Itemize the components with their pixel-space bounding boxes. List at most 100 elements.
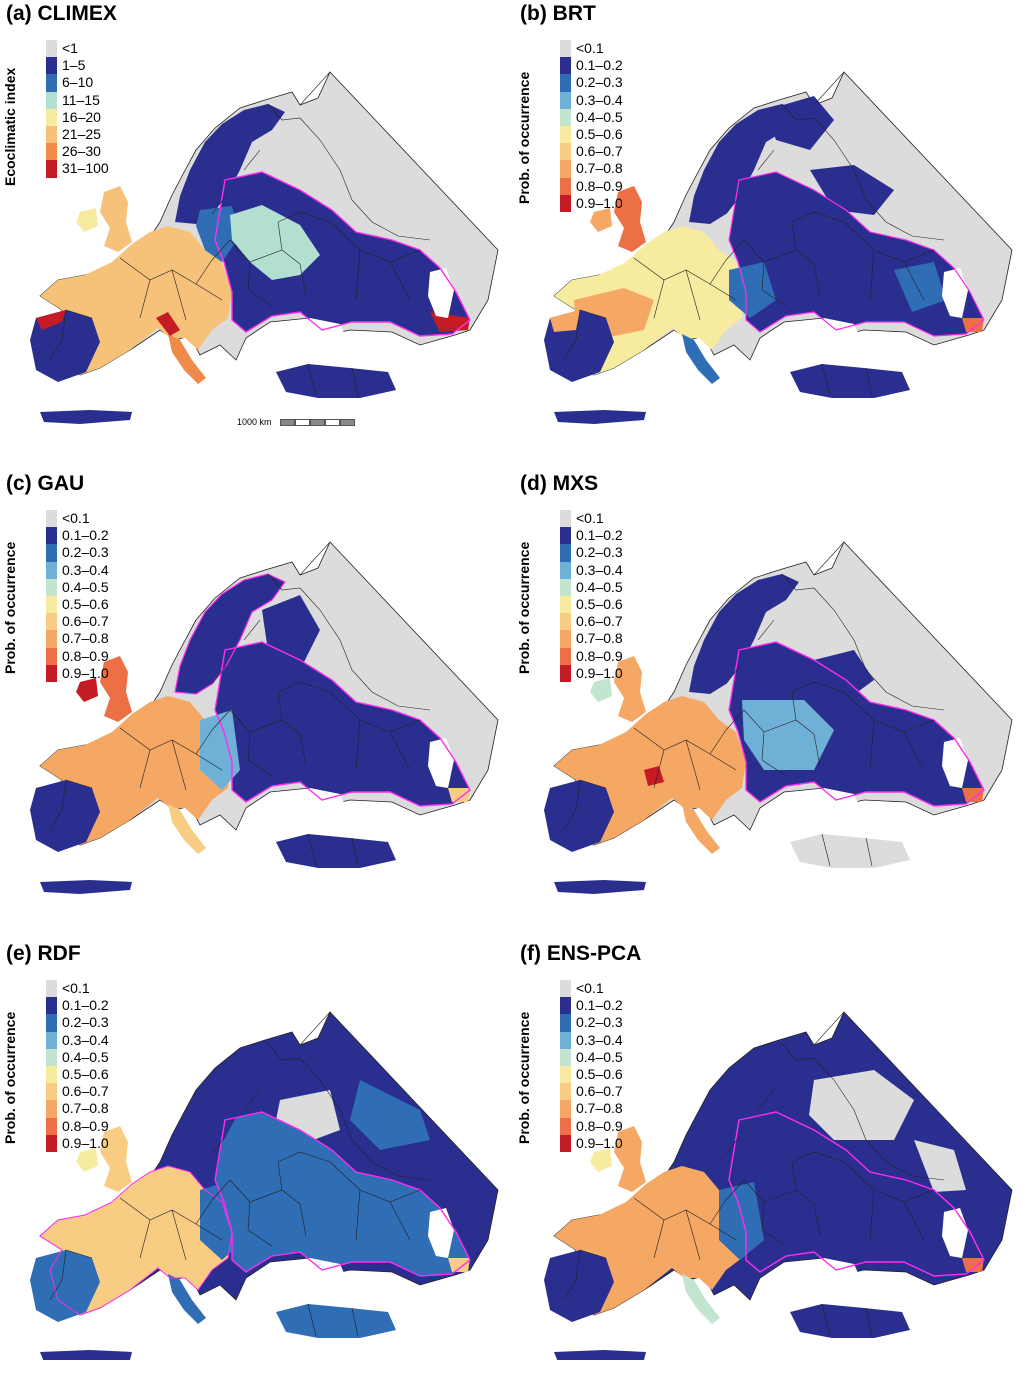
legend-item: 0.1–0.2 [46, 527, 109, 545]
legend-label: 21–25 [62, 126, 101, 143]
legend-label: 0.8–0.9 [62, 647, 109, 664]
legend-item: 0.6–0.7 [46, 1083, 109, 1101]
legend-swatch [46, 997, 57, 1015]
legend-swatch [46, 125, 57, 144]
legend-climex: Ecoclimatic index <1 1–5 6–10 11–15 16–2… [2, 40, 109, 186]
legend-item: <0.1 [560, 40, 623, 58]
legend-title: Ecoclimatic index [2, 67, 18, 186]
legend-label: 0.6–0.7 [576, 1083, 623, 1100]
legend-title: Prob. of occurrence [2, 1011, 18, 1144]
legend-label: 6–10 [62, 74, 94, 91]
legend-swatch [46, 561, 57, 579]
panel-title: (d) MXS [520, 472, 599, 495]
legend-item: 0.1–0.2 [560, 57, 623, 75]
legend-label: 0.1–0.2 [576, 527, 623, 544]
legend-item: 0.1–0.2 [560, 997, 623, 1015]
legend-swatch [46, 91, 57, 109]
legend-swatch [560, 177, 571, 195]
legend-item: <0.1 [46, 510, 109, 528]
legend-label: 0.9–1.0 [62, 1134, 109, 1151]
legend-label: 0.6–0.7 [576, 613, 623, 630]
legend-item: 0.6–0.7 [560, 143, 623, 161]
legend-label: 0.6–0.7 [62, 1083, 109, 1100]
legend-item: 0.6–0.7 [560, 613, 623, 631]
legend-item: 0.9–1.0 [560, 1134, 623, 1152]
legend-item: 0.4–0.5 [46, 1048, 109, 1066]
legend-title: Prob. of occurrence [516, 71, 532, 204]
legend-swatch [560, 647, 571, 665]
legend-swatch [46, 980, 57, 998]
legend-swatch [46, 647, 57, 665]
legend-item: 0.4–0.5 [560, 108, 623, 126]
map-ens-pca [544, 1011, 1013, 1360]
legend-item: 0.2–0.3 [560, 74, 623, 92]
legend-item: 0.1–0.2 [46, 997, 109, 1015]
legend-label: <0.1 [576, 40, 604, 57]
scale-bar: 1000 km [237, 417, 355, 427]
legend-swatch [46, 510, 57, 528]
legend-rdf: Prob. of occurrence <0.1 0.1–0.2 0.2–0.3… [2, 980, 109, 1152]
legend-mxs: Prob. of occurrence <0.1 0.1–0.2 0.2–0.3… [516, 510, 623, 682]
legend-label: 11–15 [62, 91, 100, 108]
scale-label: 1000 km [237, 417, 272, 427]
legend-label: <0.1 [576, 980, 604, 997]
legend-item: <0.1 [560, 980, 623, 998]
legend-item: 0.8–0.9 [46, 1117, 109, 1135]
legend-item: 0.9–1.0 [560, 194, 623, 212]
legend-label: 0.7–0.8 [576, 1100, 623, 1117]
legend-gau: Prob. of occurrence <0.1 0.1–0.2 0.2–0.3… [2, 510, 109, 682]
legend-label: 0.2–0.3 [576, 1014, 623, 1031]
legend-swatch [46, 1065, 57, 1084]
legend-item: 0.9–1.0 [46, 1134, 109, 1152]
legend-item: 0.2–0.3 [560, 544, 623, 562]
legend-label: 0.6–0.7 [62, 613, 109, 630]
legend-item: 0.5–0.6 [560, 1065, 623, 1084]
legend-item: 0.2–0.3 [46, 1014, 109, 1032]
legend-swatch [560, 143, 571, 161]
legend-label: 0.5–0.6 [576, 596, 623, 613]
legend-swatch [560, 997, 571, 1015]
legend-item: 26–30 [46, 143, 109, 161]
legend-item: 0.5–0.6 [560, 595, 623, 614]
legend-item: 0.7–0.8 [560, 630, 623, 648]
legend-label: 0.3–0.4 [576, 561, 623, 578]
legend-swatch [560, 1014, 571, 1032]
legend-label: 0.7–0.8 [62, 630, 109, 647]
legend-swatch [560, 91, 571, 109]
panel-ens-pca: (f) ENS-PCA Prob. of occurrence <0.1 0.1… [514, 940, 1028, 1393]
legend-label: 1–5 [62, 57, 86, 74]
legend-swatch [560, 108, 571, 126]
legend-swatch [560, 160, 571, 178]
legend-label: 0.3–0.4 [576, 1031, 623, 1048]
legend-item: 0.7–0.8 [560, 1100, 623, 1118]
map-rdf [30, 1011, 499, 1360]
legend-item: 0.2–0.3 [560, 1014, 623, 1032]
legend-label: 0.2–0.3 [576, 544, 623, 561]
legend-label: 26–30 [62, 143, 101, 160]
legend-swatch [46, 1100, 57, 1118]
legend-item: 0.9–1.0 [46, 664, 109, 682]
legend-swatch [46, 1031, 57, 1049]
legend-item: 0.9–1.0 [560, 664, 623, 682]
legend-label: 0.4–0.5 [576, 1048, 623, 1065]
legend-swatch [560, 1083, 571, 1101]
legend-item: 0.3–0.4 [560, 561, 623, 579]
legend-brt: Prob. of occurrence <0.1 0.1–0.2 0.2–0.3… [516, 40, 623, 212]
legend-label: 31–100 [62, 160, 109, 177]
legend-swatch [46, 1117, 57, 1135]
panel-title: (c) GAU [6, 472, 85, 495]
legend-label: 0.2–0.3 [576, 74, 623, 91]
legend-swatch [46, 1083, 57, 1101]
legend-item: 11–15 [46, 91, 109, 109]
panel-title: (f) ENS-PCA [520, 942, 642, 965]
legend-item: 0.5–0.6 [46, 595, 109, 614]
legend-label: 16–20 [62, 108, 101, 125]
legend-label: <0.1 [576, 510, 604, 527]
legend-item: 0.8–0.9 [560, 177, 623, 195]
map-climex [30, 71, 499, 424]
legend-swatch [560, 1031, 571, 1049]
map-mxs [544, 541, 1013, 894]
legend-swatch [560, 125, 571, 144]
legend-swatch [560, 980, 571, 998]
legend-item: 0.8–0.9 [560, 647, 623, 665]
